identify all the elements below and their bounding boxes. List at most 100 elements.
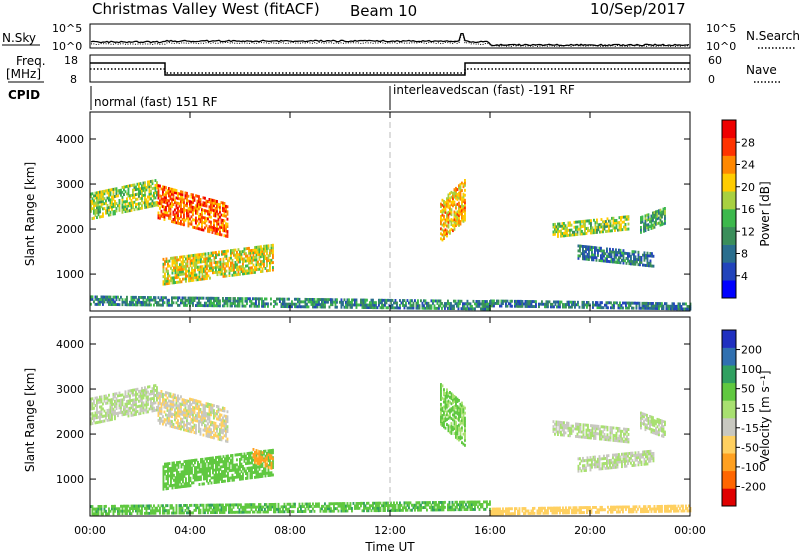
power-cell <box>462 215 465 218</box>
velocity-cell <box>166 421 169 425</box>
power-cell <box>249 266 252 270</box>
power-cell <box>220 221 223 224</box>
power-cell <box>535 300 537 304</box>
velocity-cell <box>145 506 148 510</box>
velocity-cell <box>129 389 131 393</box>
power-cell <box>156 193 158 197</box>
power-cell <box>231 304 233 308</box>
power-cell <box>594 246 596 250</box>
power-cell <box>355 301 358 304</box>
power-cell <box>204 204 206 208</box>
velocity-cell <box>142 504 145 508</box>
velocity-cell <box>156 393 158 397</box>
power-cell <box>138 182 140 186</box>
velocity-cell <box>208 412 211 416</box>
power-cell <box>462 205 465 208</box>
power-cell <box>154 196 157 200</box>
velocity-cell <box>189 405 191 409</box>
velocity-cell <box>227 467 229 470</box>
power-cell <box>583 303 585 307</box>
power-cell <box>214 304 217 308</box>
power-cell <box>216 301 218 305</box>
power-cell <box>93 204 95 208</box>
power-cell <box>129 204 131 208</box>
power-cell <box>126 298 128 302</box>
power-cell <box>159 202 161 205</box>
power-cell <box>298 297 301 301</box>
power-cell <box>532 300 534 303</box>
power-cell <box>174 258 177 262</box>
power-cell <box>433 304 436 308</box>
power-cell <box>506 299 509 303</box>
velocity-cell <box>99 410 101 414</box>
power-cell <box>569 305 572 309</box>
velocity-cell <box>254 460 256 464</box>
power-cell <box>591 255 593 259</box>
power-cell <box>576 225 579 229</box>
power-cell <box>646 304 648 308</box>
velocity-cell <box>195 416 197 420</box>
power-cell <box>141 189 143 193</box>
velocity-cell <box>117 411 119 415</box>
power-ytick-label: 3000 <box>56 178 84 191</box>
power-cell <box>559 300 561 304</box>
power-cell <box>547 300 549 304</box>
power-cell <box>560 229 562 233</box>
power-cell <box>304 297 307 301</box>
velocity-cell <box>259 505 262 509</box>
power-cell <box>446 199 448 203</box>
power-cell <box>567 228 570 232</box>
velocity-cell <box>260 455 262 459</box>
power-cell <box>283 300 286 304</box>
power-cell <box>183 223 185 227</box>
power-cell <box>157 303 160 307</box>
velocity-cell <box>180 405 182 409</box>
velocity-cell <box>246 505 248 509</box>
power-cell <box>449 192 451 196</box>
velocity-cell <box>148 397 151 401</box>
velocity-cell <box>210 461 213 465</box>
power-cell <box>587 219 589 223</box>
power-cell <box>641 220 644 224</box>
velocity-cell <box>252 471 255 474</box>
power-cell <box>263 244 265 248</box>
power-cell <box>244 297 247 301</box>
power-cell <box>224 254 226 258</box>
power-cell <box>588 250 590 254</box>
power-cell <box>166 298 169 302</box>
velocity-cell <box>130 504 133 508</box>
velocity-cell <box>132 393 134 397</box>
power-cell <box>111 303 113 306</box>
power-cell <box>592 301 594 304</box>
power-cell <box>96 206 98 210</box>
velocity-cell <box>162 511 164 515</box>
velocity-cell <box>177 404 179 408</box>
power-cell <box>162 200 164 204</box>
velocity-cell <box>286 510 289 514</box>
power-cell <box>195 273 198 277</box>
velocity-cell <box>151 409 154 413</box>
velocity-cell <box>294 502 296 506</box>
velocity-cell <box>97 398 100 402</box>
power-cell <box>665 307 668 311</box>
velocity-cell <box>216 506 218 509</box>
freq-series <box>90 62 690 76</box>
power-cell <box>192 193 194 197</box>
power-cell <box>641 304 644 308</box>
power-cell <box>177 270 180 274</box>
power-cell <box>581 232 583 236</box>
power-cell <box>615 223 618 227</box>
velocity-cell <box>166 511 169 515</box>
power-cell <box>201 252 204 256</box>
power-cell <box>205 217 208 220</box>
power-cell <box>593 231 595 235</box>
velocity-cell <box>106 418 109 422</box>
velocity-cell <box>276 507 278 511</box>
velocity-cell <box>162 509 164 513</box>
power-cell <box>154 203 157 207</box>
velocity-cell <box>135 400 137 404</box>
power-cell <box>204 262 207 266</box>
velocity-cell <box>204 464 207 468</box>
power-cell <box>182 277 184 281</box>
velocity-cell <box>218 458 220 462</box>
